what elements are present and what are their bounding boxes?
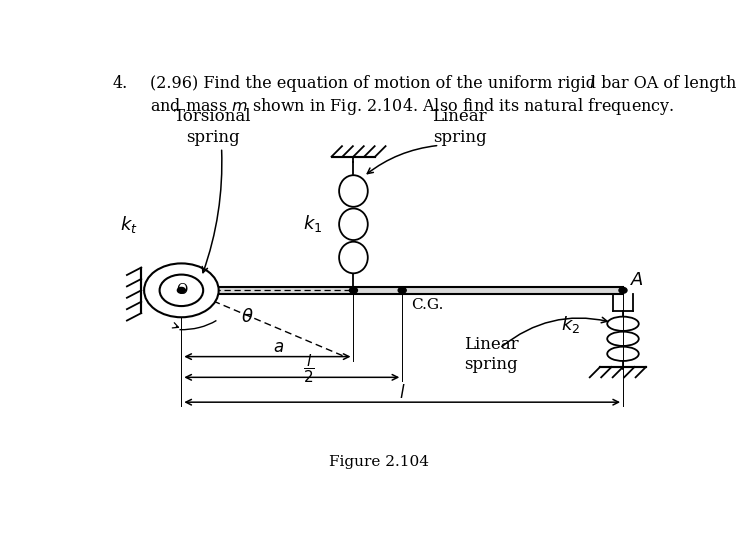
Bar: [181, 287, 623, 294]
Text: and mass $m$ shown in Fig. 2.104. Also find its natural frequency.: and mass $m$ shown in Fig. 2.104. Also f…: [149, 96, 674, 117]
Text: Figure 2.104: Figure 2.104: [329, 455, 429, 469]
Text: $a$: $a$: [273, 339, 284, 356]
Text: (2.96) Find the equation of motion of the uniform rigid bar OA of length: (2.96) Find the equation of motion of th…: [149, 75, 740, 92]
Text: $\theta$: $\theta$: [241, 308, 254, 326]
Text: 4.: 4.: [112, 75, 128, 92]
Text: $k_2$: $k_2$: [561, 314, 580, 335]
Text: Linear
spring: Linear spring: [432, 108, 487, 146]
Text: C.G.: C.G.: [411, 298, 443, 312]
Circle shape: [398, 287, 406, 293]
Text: Linear
spring: Linear spring: [464, 336, 519, 373]
Circle shape: [619, 287, 627, 293]
Text: $k_t$: $k_t$: [120, 214, 138, 235]
Circle shape: [160, 274, 204, 306]
Text: Torsional
spring: Torsional spring: [174, 108, 252, 146]
Text: $\dfrac{l}{2}$: $\dfrac{l}{2}$: [303, 352, 314, 385]
Text: $l$: $l$: [399, 384, 406, 402]
Circle shape: [144, 264, 219, 317]
Text: $k_1$: $k_1$: [303, 213, 322, 233]
Circle shape: [178, 287, 186, 293]
Circle shape: [349, 287, 357, 293]
Text: $l$: $l$: [588, 75, 595, 92]
Text: O: O: [176, 282, 187, 296]
Text: $A$: $A$: [630, 271, 644, 289]
